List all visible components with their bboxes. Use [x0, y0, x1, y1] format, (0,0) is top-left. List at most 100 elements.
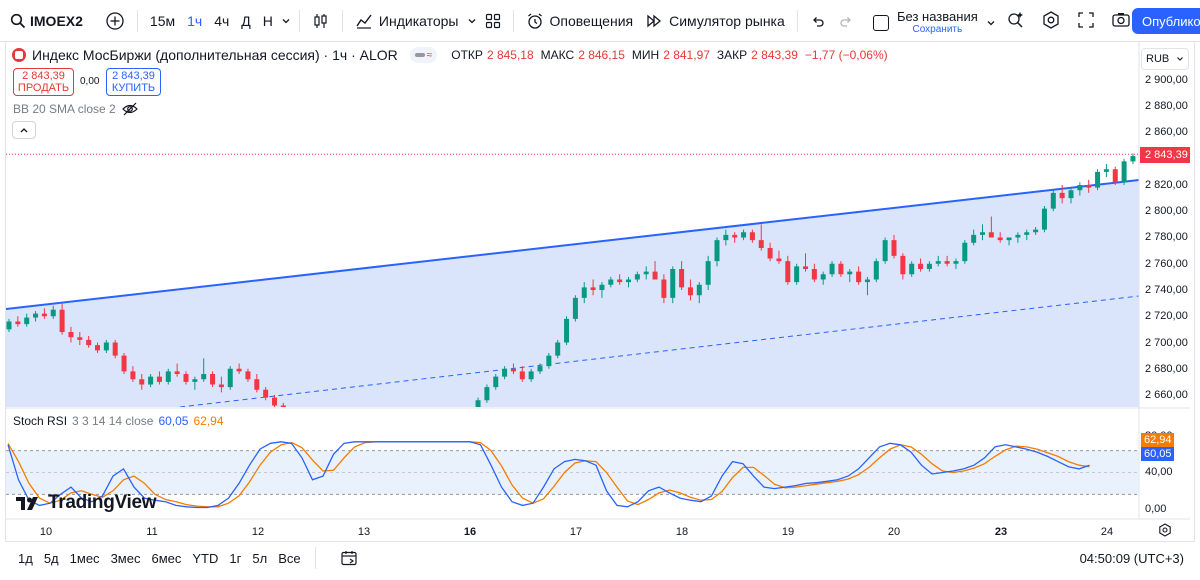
layout-name-button[interactable]: Без названия Сохранить: [897, 10, 978, 36]
toolbar-divider: [512, 9, 514, 32]
right-tools: [1006, 10, 1131, 30]
timezone-clock[interactable]: 04:50:09 (UTC+3): [1079, 550, 1184, 566]
layout-checkbox[interactable]: [873, 15, 889, 31]
alerts-button[interactable]: Оповещения: [520, 5, 640, 37]
time-label: 10: [39, 526, 53, 538]
buy-label: КУПИТЬ: [111, 82, 156, 94]
symbol-search-button[interactable]: IMOEX2: [0, 5, 89, 37]
calendar-icon[interactable]: [340, 549, 358, 567]
add-circle-icon: [106, 11, 124, 30]
bottom-toolbar: 1д 5д 1мес 3мес 6мес YTD 1г 5л Все 04:50…: [0, 543, 1200, 573]
time-label: 23: [994, 526, 1008, 538]
low-key: МИН: [631, 48, 660, 62]
search-icon: [10, 13, 26, 28]
redo-button[interactable]: [832, 5, 860, 37]
buy-button[interactable]: 2 843,39 КУПИТЬ: [106, 68, 161, 96]
sell-price: 2 843,39: [22, 70, 65, 82]
stoch-k-tag: 60,05: [1141, 447, 1174, 461]
chevron-down-icon: [987, 20, 995, 25]
price-label: 2 680,00: [1145, 363, 1188, 375]
high-value: 2 846,15: [578, 48, 625, 62]
chevron-down-icon: [1177, 57, 1183, 61]
interval-4h[interactable]: 4ч: [214, 12, 230, 29]
price-label: 2 720,00: [1145, 310, 1188, 322]
toolbar-divider: [796, 9, 798, 32]
tradingview-logo[interactable]: TradingView: [16, 492, 157, 514]
indicators-label: Индикаторы: [378, 12, 459, 29]
chevron-down-icon: [468, 18, 475, 23]
interval-1h[interactable]: 1ч: [187, 12, 203, 29]
interval-day[interactable]: Д: [241, 12, 251, 29]
delay-indicator: ≈: [426, 49, 433, 61]
price-label: 2 660,00: [1145, 389, 1188, 401]
chevron-down-icon: [282, 18, 290, 23]
range-5y[interactable]: 5л: [252, 550, 268, 566]
collapse-legend-button[interactable]: [12, 121, 36, 139]
eye-hidden-icon[interactable]: [121, 102, 138, 116]
settings-icon[interactable]: [1041, 10, 1061, 30]
bollinger-legend[interactable]: BB 20 SMA close 2: [13, 102, 138, 116]
last-price-tag: 2 843,39: [1140, 147, 1190, 163]
indicators-button[interactable]: Индикаторы: [349, 5, 465, 37]
stoch-d-tag: 62,94: [1141, 433, 1174, 447]
currency-selector[interactable]: RUB: [1141, 48, 1189, 70]
quick-search-icon[interactable]: [1006, 10, 1026, 30]
compare-symbol-button[interactable]: [99, 5, 131, 37]
price-label: 2 800,00: [1145, 205, 1188, 217]
layouts-button[interactable]: [479, 5, 507, 37]
sell-label: ПРОДАТЬ: [17, 82, 70, 94]
chart-frame: [5, 42, 1195, 542]
chart-type-button[interactable]: [306, 5, 336, 37]
range-3m[interactable]: 3мес: [110, 550, 141, 566]
symbol-name: IMOEX2: [30, 12, 83, 29]
price-label: 2 760,00: [1145, 258, 1188, 270]
stoch-name: Stoch RSI: [13, 414, 68, 428]
status-dot-icon: [414, 53, 425, 57]
price-label: 2 880,00: [1145, 100, 1188, 112]
range-6m[interactable]: 6мес: [151, 550, 182, 566]
undo-button[interactable]: [804, 5, 832, 37]
range-5d[interactable]: 5д: [43, 550, 59, 566]
bollinger-title: BB 20 SMA close 2: [13, 102, 116, 116]
replay-button[interactable]: Симулятор рынка: [639, 5, 791, 37]
time-label: 18: [675, 526, 689, 538]
publish-button[interactable]: Опубликов: [1132, 8, 1200, 34]
stoch-level-label: 40,00: [1145, 466, 1173, 478]
fullscreen-icon[interactable]: [1076, 10, 1096, 30]
interval-dropdown[interactable]: [279, 5, 293, 37]
interval-15m[interactable]: 15м: [149, 12, 176, 29]
range-1m[interactable]: 1мес: [69, 550, 100, 566]
price-label: 2 900,00: [1145, 74, 1188, 86]
stoch-level-label: 0,00: [1145, 503, 1167, 515]
indicators-icon: [356, 14, 372, 29]
top-toolbar: IMOEX2 15м 1ч 4ч Д Н Индикаторы Оповещен…: [0, 0, 1200, 42]
layout-dropdown[interactable]: [986, 16, 996, 31]
low-value: 2 841,97: [663, 48, 710, 62]
range-1y[interactable]: 1г: [229, 550, 242, 566]
replay-label: Симулятор рынка: [669, 12, 785, 29]
toolbar-divider: [341, 9, 343, 32]
spread-value: 0,00: [80, 76, 100, 87]
indicators-dropdown[interactable]: [465, 5, 479, 37]
range-1d[interactable]: 1д: [18, 550, 33, 566]
series-legend[interactable]: Индекс МосБиржи (дополнительная сессия) …: [12, 47, 891, 63]
range-ytd[interactable]: YTD: [192, 550, 219, 566]
sell-button[interactable]: 2 843,39 ПРОДАТЬ: [13, 68, 74, 96]
data-status-pill[interactable]: ≈: [409, 47, 438, 63]
price-label: 2 780,00: [1145, 231, 1188, 243]
range-all[interactable]: Все: [278, 550, 301, 566]
layout-title: Без названия: [897, 9, 978, 24]
toolbar-divider: [136, 9, 138, 32]
stoch-rsi-legend[interactable]: Stoch RSI 3 3 14 14 close 60,05 62,94: [13, 414, 224, 428]
toolbar-divider: [298, 9, 300, 32]
open-key: ОТКР: [451, 48, 483, 62]
interval-week[interactable]: Н: [262, 12, 273, 29]
camera-icon[interactable]: [1111, 10, 1131, 30]
close-value: 2 843,39: [751, 48, 798, 62]
tradingview-logo-icon: [16, 497, 38, 510]
gear-icon[interactable]: [1158, 523, 1172, 537]
grid-icon: [485, 13, 500, 28]
price-label: 2 820,00: [1145, 179, 1188, 191]
candles-icon: [314, 13, 327, 28]
layout-save-link[interactable]: Сохранить: [912, 24, 963, 35]
